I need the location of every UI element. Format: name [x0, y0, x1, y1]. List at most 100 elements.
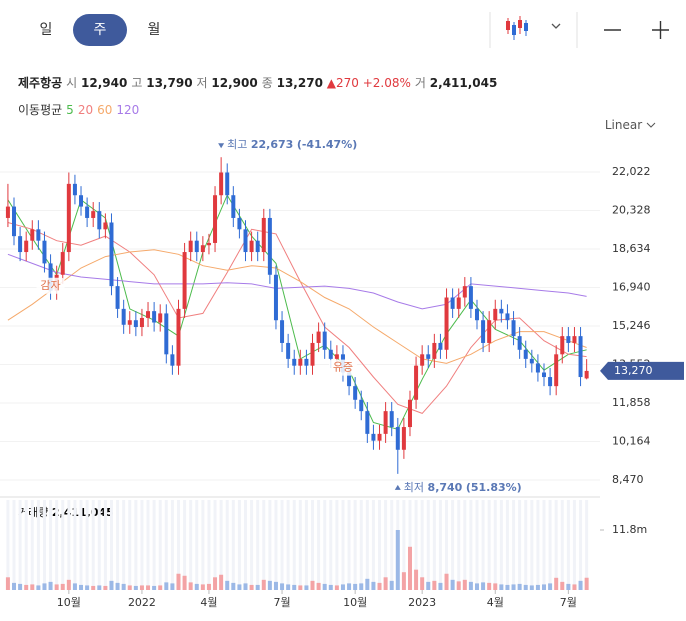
- quote-label: 고: [131, 76, 143, 90]
- volume-bar: [200, 584, 205, 590]
- volume-bar: [426, 581, 431, 590]
- candle-body: [79, 195, 84, 207]
- scale-label: Linear: [604, 118, 643, 132]
- zoom-in-button[interactable]: [652, 21, 669, 39]
- candle-body: [377, 433, 382, 441]
- candle-body: [347, 372, 352, 387]
- volume-bar: [18, 583, 23, 590]
- volume-bar: [219, 574, 224, 590]
- candle-body: [121, 308, 126, 325]
- candle-body: [481, 320, 486, 343]
- candle-body: [255, 240, 260, 253]
- x-tick-label: 4월: [487, 596, 504, 609]
- candle-body: [316, 331, 321, 343]
- quote-value: 13,270: [276, 76, 323, 90]
- candle-body: [468, 286, 473, 309]
- candle-body: [24, 240, 29, 253]
- volume-bar: [12, 582, 17, 590]
- candle-body: [334, 354, 339, 359]
- candle-body: [456, 297, 461, 309]
- candle-body: [219, 172, 224, 196]
- event-label: 유증: [333, 361, 353, 374]
- candle-body: [560, 336, 565, 355]
- candle-body: [194, 240, 199, 253]
- ma-legend-item: 20: [77, 103, 94, 117]
- volume-bar: [152, 585, 157, 590]
- candle-body: [438, 342, 443, 350]
- candle-body: [170, 354, 175, 366]
- event-badge: [36, 277, 65, 294]
- volume-bar: [121, 583, 126, 590]
- volume-bar: [127, 585, 132, 590]
- last-price-tag: [600, 361, 684, 380]
- candle-body: [60, 252, 65, 275]
- volume-bar: [334, 585, 339, 590]
- volume-bar: [371, 581, 376, 590]
- volume-bar: [85, 585, 90, 590]
- ma-legend: 이동평균 5 20 60 120: [18, 101, 143, 118]
- volume-bar: [554, 577, 559, 590]
- candle-body: [493, 308, 498, 321]
- volume-bar: [261, 579, 266, 590]
- y-tick-label: 15,246: [612, 319, 651, 332]
- candle-body: [420, 354, 425, 366]
- period-tab[interactable]: 일: [39, 22, 53, 38]
- candle-body: [511, 320, 516, 337]
- volume-bar: [572, 584, 577, 590]
- volume-bar: [231, 582, 236, 590]
- volume-bar: [578, 580, 583, 590]
- candle-body: [72, 183, 77, 196]
- candle-body: [474, 308, 479, 321]
- chart-type-button[interactable]: [506, 16, 561, 40]
- volume-tick-label: 11.8m: [612, 523, 647, 536]
- volume-bar: [359, 583, 364, 590]
- candle-body: [371, 433, 376, 441]
- volume-bar: [243, 583, 248, 590]
- volume-bar: [511, 584, 516, 590]
- high-marker: [218, 143, 225, 149]
- volume-bar: [566, 583, 571, 590]
- volume-bar: [109, 580, 114, 590]
- candle-body: [322, 331, 327, 350]
- volume-bar: [48, 581, 53, 590]
- volume-bar: [255, 584, 260, 590]
- ma-line: [7, 222, 587, 414]
- candle-body: [36, 229, 41, 241]
- x-tick-label: 4월: [200, 596, 217, 609]
- candle-body: [395, 427, 400, 450]
- volume-bar: [529, 585, 534, 590]
- volume-bar: [286, 584, 291, 590]
- volume-bar: [170, 583, 175, 590]
- volume-bar: [103, 585, 108, 590]
- candle-body: [200, 245, 205, 253]
- y-tick-label: 18,634: [612, 242, 651, 255]
- volume-bar: [383, 577, 388, 590]
- volume: 2,411,045: [429, 76, 498, 90]
- candle-body: [523, 349, 528, 359]
- high-annotation: 최고 22,673 (-41.47%): [227, 138, 357, 151]
- volume-bar: [97, 585, 102, 590]
- last-price-label: 13,270: [614, 364, 653, 377]
- volume-bar: [542, 584, 547, 590]
- volume-bar: [340, 584, 345, 590]
- y-tick-label: 8,470: [612, 473, 644, 486]
- volume-bar: [42, 583, 47, 590]
- candle-body: [505, 313, 510, 321]
- ma-legend-item: 60: [97, 103, 113, 117]
- y-tick-label: 10,164: [612, 435, 651, 448]
- period-tab[interactable]: 월: [147, 22, 161, 38]
- candle-body: [444, 297, 449, 350]
- x-tick-label: 2022: [128, 596, 156, 609]
- quote-value: 12,940: [81, 76, 128, 90]
- volume-bar: [194, 583, 199, 590]
- scale-selector[interactable]: Linear: [605, 118, 656, 132]
- quote-label: 종: [261, 76, 273, 90]
- candle-body: [5, 206, 10, 218]
- period-tab[interactable]: 주: [73, 14, 127, 46]
- low-text: 최저: [404, 481, 424, 494]
- candle-body: [487, 320, 492, 343]
- candle-body: [517, 336, 522, 350]
- candle-body: [48, 263, 53, 291]
- candle-body: [18, 236, 23, 253]
